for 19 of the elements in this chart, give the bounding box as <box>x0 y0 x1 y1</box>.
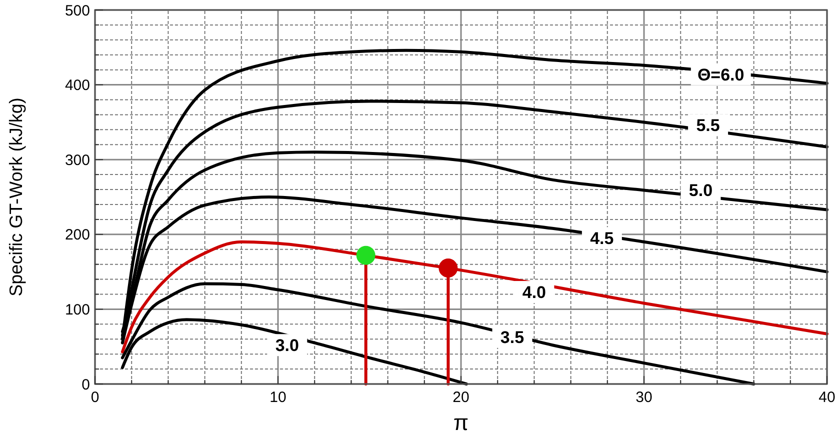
x-tick-label: 20 <box>452 389 470 406</box>
y-tick-label: 400 <box>64 77 90 94</box>
annotation: 4.0 <box>522 282 546 302</box>
annotation: 3.5 <box>500 328 524 347</box>
annotation: Θ=6.0 <box>697 65 744 84</box>
y-tick-label: 300 <box>64 152 90 169</box>
annotation: 5.5 <box>696 116 720 136</box>
annotation: 5.0 <box>688 181 713 200</box>
x-tick-label: 30 <box>636 389 652 406</box>
x-axis-title: π <box>453 410 469 434</box>
y-tick-label: 0 <box>82 376 90 394</box>
y-tick-label: 200 <box>64 226 90 244</box>
x-tick-label: 10 <box>270 389 286 406</box>
annotation: 4.5 <box>590 229 614 248</box>
y-tick-label: 100 <box>64 301 90 318</box>
y-tick-label: 500 <box>64 2 90 20</box>
y-axis-title: Specific GT-Work (kJ/kg) <box>6 98 26 296</box>
x-tick-label: 40 <box>818 389 836 406</box>
annotation: 3.0 <box>275 336 299 356</box>
